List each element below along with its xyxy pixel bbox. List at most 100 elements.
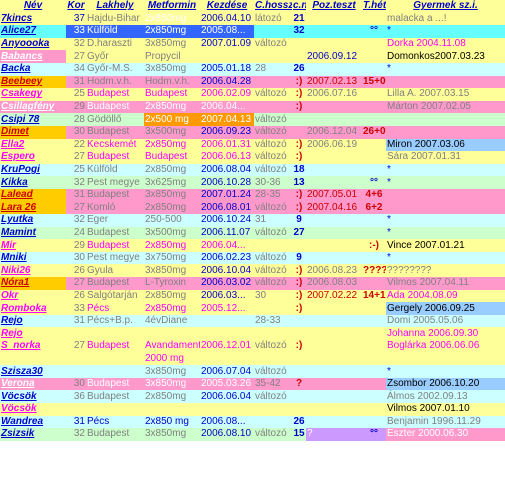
age-cell: 30 <box>66 377 86 391</box>
child-cell: * <box>386 365 505 378</box>
positive-test-cell <box>306 403 362 416</box>
member-name: KruPogi <box>0 163 66 177</box>
start-date-cell <box>200 352 254 366</box>
cycle-day-cell: 9 <box>292 214 306 227</box>
positive-test-cell <box>306 377 362 391</box>
week-cell <box>362 151 386 164</box>
positive-test-cell: 2006.07.16 <box>306 88 362 101</box>
table-row: Csipi 78 28 Gödöllő 2x500 mg 2007.04.13 válto… <box>0 113 505 126</box>
cycle-length-cell <box>254 302 292 315</box>
age-cell: 33 <box>66 302 86 315</box>
cycle-day-cell: :) <box>292 188 306 202</box>
age-cell <box>66 352 86 366</box>
positive-test-cell <box>306 390 362 403</box>
week-cell: °° <box>362 176 386 189</box>
week-cell: 6+2 <box>362 201 386 215</box>
member-name: S_norka <box>0 340 66 353</box>
week-cell <box>362 403 386 416</box>
header-cn: c.n <box>292 0 306 13</box>
child-cell: Ada 2004.08.09 <box>386 289 505 303</box>
start-date-cell: 2006.11.07 <box>200 226 254 240</box>
age-cell: 31 <box>66 188 86 202</box>
member-name: Kikka <box>0 176 66 189</box>
age-cell: 32 <box>66 176 86 189</box>
age-cell: 28 <box>66 113 86 126</box>
child-cell: Álmos 2002.09.13 <box>386 390 505 403</box>
child-cell <box>386 113 505 126</box>
member-name: Csakegy <box>0 88 66 101</box>
place-cell: Budapest <box>86 239 144 252</box>
member-name: Ella2 <box>0 138 66 152</box>
cycle-day-cell: :) <box>292 151 306 164</box>
member-name: Dimet <box>0 125 66 139</box>
start-date-cell: 2006.10.04 <box>200 264 254 278</box>
member-name: Mamint <box>0 226 66 240</box>
place-cell: Budapest <box>86 151 144 164</box>
positive-test-cell <box>306 340 362 353</box>
place-cell: Pest megye <box>86 176 144 189</box>
medication-cell: 3x500mg <box>144 125 200 139</box>
cycle-length-cell <box>254 75 292 89</box>
member-name: Lalead <box>0 188 66 202</box>
positive-test-cell: 2007.04.16 <box>306 201 362 215</box>
header-start: Kezdése <box>200 0 254 13</box>
cycle-length-cell: 35-42 <box>254 377 292 391</box>
age-cell: 29 <box>66 239 86 252</box>
start-date-cell: 2007.04.13 <box>200 113 254 126</box>
medication-cell: 2x850mg <box>144 100 200 114</box>
child-cell <box>386 201 505 215</box>
member-name: Anyoooka <box>0 37 66 51</box>
child-cell: * <box>386 251 505 265</box>
place-cell: Külföld <box>86 163 144 177</box>
cycle-day-cell <box>292 390 306 403</box>
positive-test-cell <box>306 62 362 76</box>
place-cell: Budapest <box>86 125 144 139</box>
member-name: 7kincs <box>0 12 66 26</box>
table-row: Espero 27 Budapest Budapest 2006.06.13 változ… <box>0 151 505 164</box>
place-cell: Gyula <box>86 264 144 278</box>
member-name: Alice27 <box>0 25 66 38</box>
child-cell <box>386 352 505 366</box>
table-row: Backa 34 Győr-M.S. 3x850mg 2005.01.18 28 26 * <box>0 62 505 76</box>
week-cell <box>362 327 386 341</box>
cycle-length-cell <box>254 415 292 429</box>
positive-test-cell <box>306 37 362 51</box>
positive-test-cell <box>306 151 362 164</box>
child-cell: * <box>386 62 505 76</box>
child-cell: Domi 2005.05.06 <box>386 314 505 328</box>
medication-cell <box>144 403 200 416</box>
start-date-cell: 2006.04... <box>200 100 254 114</box>
start-date-cell: 2005.08... <box>200 25 254 38</box>
cycle-day-cell: 26 <box>292 415 306 429</box>
place-cell: Budapest <box>86 277 144 290</box>
medication-cell: 2x850mg <box>144 390 200 403</box>
positive-test-cell: 2006.08.03 <box>306 277 362 290</box>
cycle-day-cell <box>292 403 306 416</box>
week-cell <box>362 251 386 265</box>
week-cell <box>362 100 386 114</box>
member-name: Lara 26 <box>0 201 66 215</box>
cycle-length-cell: változó <box>254 251 292 265</box>
cycle-length-cell <box>254 239 292 252</box>
positive-test-cell <box>306 163 362 177</box>
start-date-cell <box>200 327 254 341</box>
positive-test-cell: ? <box>306 428 362 441</box>
start-date-cell: 2006.08... <box>200 415 254 429</box>
start-date-cell: 2007.01.24 <box>200 188 254 202</box>
cycle-length-cell: változó <box>254 277 292 290</box>
place-cell: Budapest <box>86 88 144 101</box>
table-row: Szisza30 3x850mg 2006.07.04 változó * <box>0 365 505 378</box>
week-cell <box>362 138 386 152</box>
cycle-day-cell: :) <box>292 264 306 278</box>
week-cell <box>362 163 386 177</box>
member-name: Zsizsik <box>0 428 66 441</box>
age-cell: 29 <box>66 100 86 114</box>
cycle-day-cell <box>292 365 306 378</box>
medication-cell: 2x850mg <box>144 201 200 215</box>
week-cell <box>362 62 386 76</box>
week-cell <box>362 37 386 51</box>
cycle-day-cell: 15 <box>292 428 306 441</box>
positive-test-cell: 2006.06.19 <box>306 138 362 152</box>
positive-test-cell <box>306 365 362 378</box>
start-date-cell <box>200 50 254 63</box>
